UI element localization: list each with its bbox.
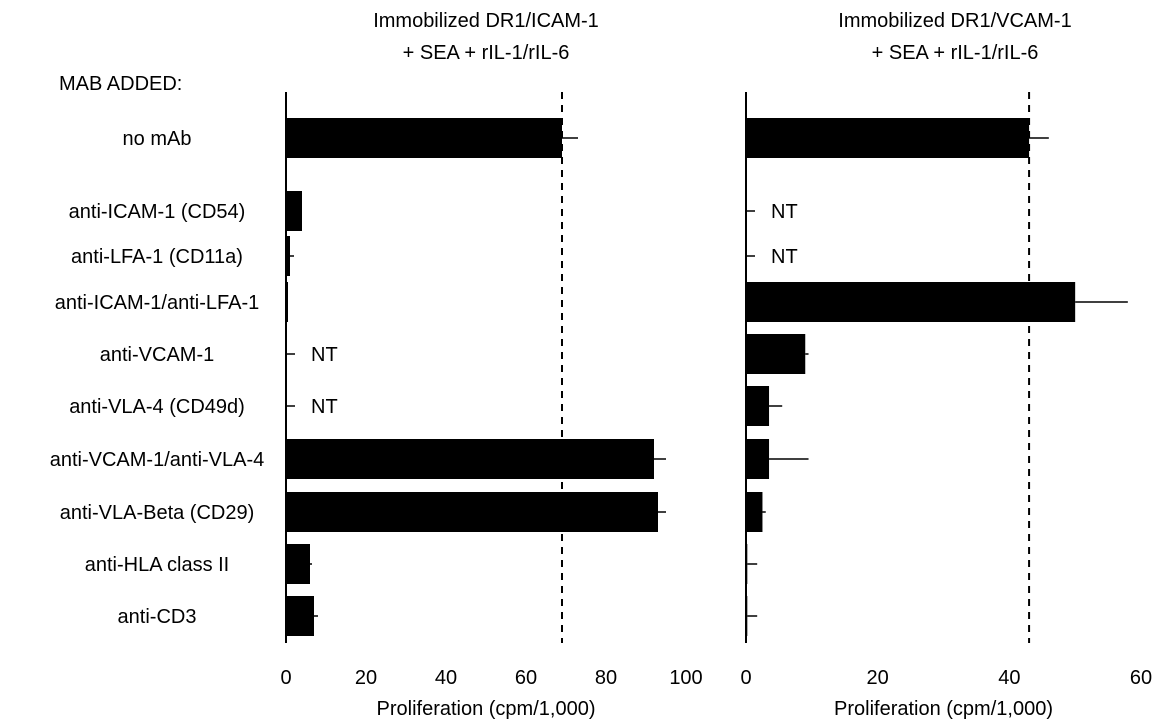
bar	[746, 282, 1076, 322]
bar	[746, 118, 1030, 158]
not-tested-label: NT	[771, 201, 798, 223]
bar	[286, 544, 310, 584]
bar	[746, 544, 748, 584]
category-label: anti-ICAM-1 (CD54)	[69, 201, 246, 223]
x-tick-label: 60	[1130, 667, 1152, 689]
x-tick-label: 100	[669, 667, 702, 689]
x-tick-label: 60	[515, 667, 537, 689]
category-label: anti-VLA-Beta (CD29)	[60, 502, 255, 524]
panel-title: Immobilized DR1/VCAM-1	[838, 10, 1071, 32]
category-labels: no mAb anti-ICAM-1 (CD54) anti-LFA-1 (CD11…	[50, 128, 265, 628]
bar	[286, 191, 302, 231]
not-tested-label: NT	[771, 246, 798, 268]
bar	[746, 439, 770, 479]
panel-title: + SEA + rIL-1/rIL-6	[872, 42, 1039, 64]
x-tick-label: 20	[355, 667, 377, 689]
bar	[286, 492, 658, 532]
category-label: no mAb	[123, 128, 192, 150]
category-label: anti-VCAM-1	[100, 344, 214, 366]
x-tick-label: 40	[998, 667, 1020, 689]
x-tick-label: 80	[595, 667, 617, 689]
mab-added-header: MAB ADDED:	[59, 73, 182, 95]
not-tested-label: NT	[311, 396, 338, 418]
bar	[286, 596, 314, 636]
bar	[746, 596, 748, 636]
panel-title: + SEA + rIL-1/rIL-6	[403, 42, 570, 64]
bar	[746, 492, 763, 532]
bar	[286, 118, 562, 158]
category-label: anti-ICAM-1/anti-LFA-1	[55, 292, 260, 314]
category-label: anti-LFA-1 (CD11a)	[71, 246, 243, 268]
panel-title: Immobilized DR1/ICAM-1	[373, 10, 599, 32]
x-tick-label: 0	[740, 667, 751, 689]
not-tested-label: NT	[311, 344, 338, 366]
bar	[286, 439, 654, 479]
panel-dr1-icam: Immobilized DR1/ICAM-1 + SEA + rIL-1/rIL-…	[280, 10, 702, 720]
panel-dr1-vcam: Immobilized DR1/VCAM-1 + SEA + rIL-1/rIL-…	[740, 10, 1152, 720]
x-tick-label: 0	[280, 667, 291, 689]
x-tick-label: 20	[867, 667, 889, 689]
bar	[286, 282, 288, 322]
x-axis-label: Proliferation (cpm/1,000)	[834, 698, 1053, 720]
category-label: anti-VLA-4 (CD49d)	[69, 396, 245, 418]
bar	[286, 236, 290, 276]
category-label: anti-HLA class II	[85, 554, 230, 576]
category-label: anti-VCAM-1/anti-VLA-4	[50, 449, 265, 471]
bar	[746, 334, 806, 374]
x-tick-label: 40	[435, 667, 457, 689]
bar	[746, 386, 770, 426]
category-label: anti-CD3	[118, 606, 197, 628]
x-axis-label: Proliferation (cpm/1,000)	[377, 698, 596, 720]
